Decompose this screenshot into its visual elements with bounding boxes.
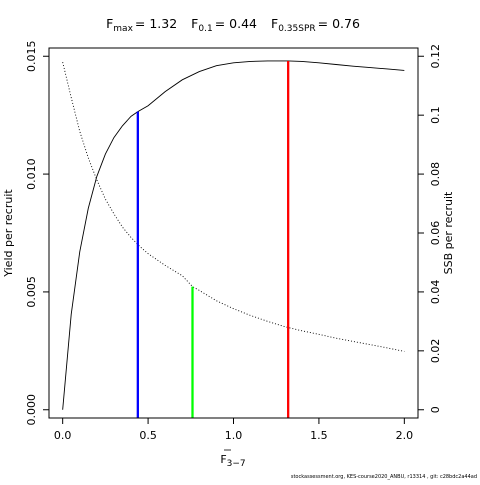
- title-f01-value: = 0.44: [215, 16, 257, 31]
- y-left-axis-title: Yield per recruit: [2, 189, 15, 278]
- x-axis-title-sub: 3−7: [227, 459, 246, 469]
- chart-title: Fmax = 1.32 F0.1 = 0.44 F0.35SPR = 0.76: [106, 16, 360, 34]
- series-layer: [62, 60, 405, 410]
- x-tick-label: 0.0: [54, 429, 72, 442]
- y-right-tick-label: 0.04: [429, 280, 442, 305]
- y-right-tick-label: 0.12: [429, 44, 442, 69]
- footer-note: stockassessment.org, KES-course2020_ANBU…: [291, 474, 477, 480]
- y-right-tick-label: 0: [429, 406, 442, 413]
- y-left-tick-label: 0.015: [25, 41, 38, 73]
- title-fmax-sub: max: [113, 24, 133, 34]
- plot-frame: [48, 47, 419, 419]
- x-tick-label: 0.5: [139, 429, 157, 442]
- y-right-axis-title: SSB per recruit: [442, 191, 455, 274]
- axes-layer: 0.0 0.5 1.0 1.5 2.0 0.000 0.005 0.010 0.015 0 0.02…: [25, 41, 442, 443]
- x-axis-title: F3−7: [220, 453, 245, 469]
- x-axis-title-main: F: [220, 453, 226, 466]
- y-left-tick-label: 0.005: [25, 276, 38, 308]
- title-fmax-value: = 1.32: [135, 16, 177, 31]
- title-fspr-value: = 0.76: [318, 16, 360, 31]
- title-fmax-main: F: [106, 16, 113, 31]
- x-tick-label: 1.5: [310, 429, 328, 442]
- y-right-tick-label: 0.08: [429, 162, 442, 187]
- title-f01-sub: 0.1: [198, 24, 212, 34]
- y-right-tick-label: 0.1: [429, 106, 442, 124]
- reference-lines-layer: [136, 60, 290, 418]
- title-fspr-sub: 0.35SPR: [278, 24, 315, 34]
- ssb-per-recruit-line: [62, 62, 405, 352]
- y-right-tick-label: 0.06: [429, 221, 442, 246]
- y-right-tick-label: 0.02: [429, 339, 442, 364]
- y-left-tick-label: 0.010: [25, 158, 38, 190]
- yield-per-recruit-line: [62, 60, 405, 410]
- y-left-tick-label: 0.000: [25, 394, 38, 426]
- title-fspr-main: F: [271, 16, 278, 31]
- title-f01-main: F: [191, 16, 198, 31]
- x-tick-label: 2.0: [396, 429, 414, 442]
- x-tick-label: 1.0: [225, 429, 243, 442]
